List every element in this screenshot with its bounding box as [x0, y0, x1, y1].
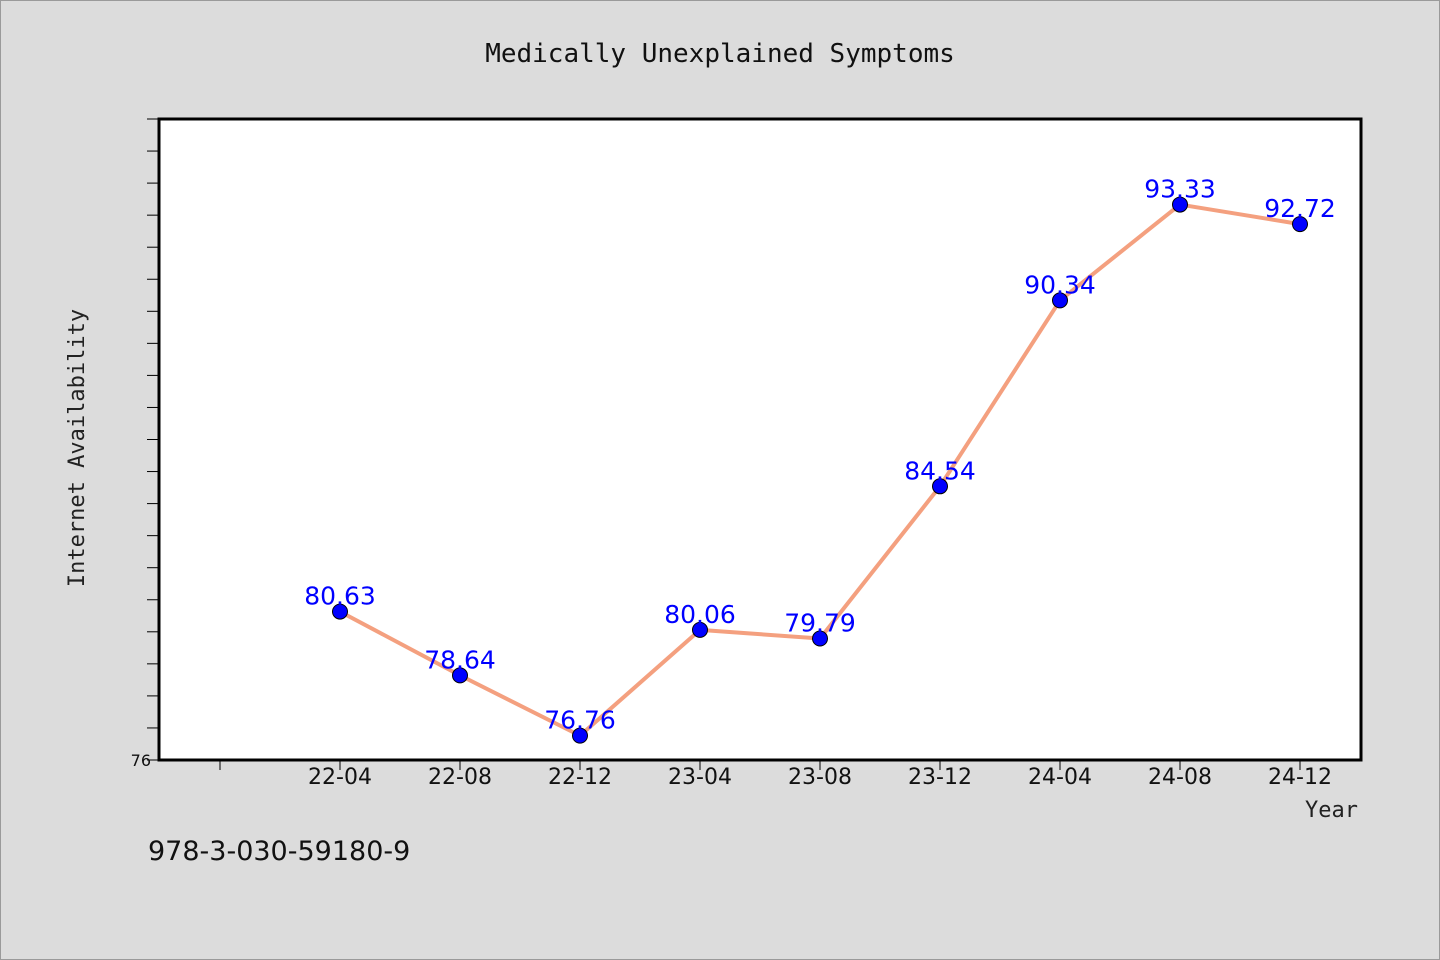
data-label: 84.54 [904, 456, 976, 485]
data-label: 79.79 [784, 609, 856, 638]
x-tick-label: 22-12 [548, 765, 612, 790]
x-tick-label: 23-08 [788, 765, 852, 790]
data-point-marker [692, 621, 708, 638]
x-axis-ticks: 22-04 22-08 22-12 23-04 23-08 23-12 24-04 24-08… [219, 760, 1332, 790]
x-tick-label: 24-12 [1268, 765, 1332, 790]
data-label: 93.33 [1144, 175, 1216, 204]
x-tick-label: 23-12 [908, 765, 972, 790]
data-label: 92.72 [1264, 194, 1336, 223]
data-point-marker [452, 667, 468, 684]
data-label: 76.76 [544, 706, 616, 735]
data-label: 80.63 [304, 582, 376, 611]
y-tick-label: 76 [131, 751, 151, 770]
data-point-marker [812, 630, 828, 647]
x-tick-label: 22-04 [308, 765, 372, 790]
data-point-marker [1052, 292, 1068, 309]
data-point-marker [1172, 196, 1188, 213]
x-tick-label: 23-04 [668, 765, 732, 790]
x-axis-label: Year [1305, 798, 1358, 823]
y-axis-ticks: 76 [131, 118, 159, 770]
chart-title: Medically Unexplained Symptoms [485, 39, 955, 69]
data-point-marker [932, 478, 948, 495]
series-group [332, 196, 1308, 744]
x-tick-label: 22-08 [428, 765, 492, 790]
data-label: 90.34 [1024, 270, 1096, 299]
x-tick-label: 24-08 [1148, 765, 1212, 790]
footer-isbn: 978-3-030-59180-9 [148, 836, 411, 867]
x-tick-label: 24-04 [1028, 765, 1092, 790]
data-point-marker [572, 727, 588, 744]
data-labels-group: 80.63 78.64 76.76 80.06 79.79 84.54 90.34 93.33… [304, 175, 1336, 735]
plot-area [157, 117, 1363, 762]
data-point-marker [1292, 216, 1308, 233]
data-point-marker [332, 603, 348, 620]
y-axis-label: Internet Availability [65, 309, 90, 587]
data-label: 78.64 [424, 645, 496, 674]
data-label: 80.06 [664, 600, 736, 629]
